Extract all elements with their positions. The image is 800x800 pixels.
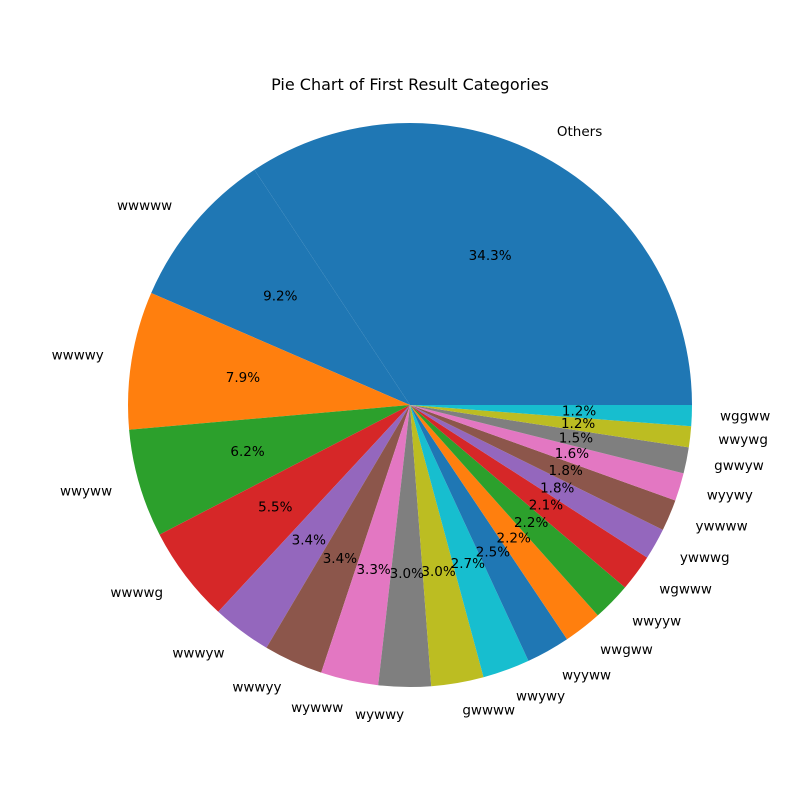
slice-label-wwwww: wwwww (117, 198, 172, 214)
slice-label-wwwyy: wwwyy (232, 679, 281, 695)
pie-slice-wwwwy (127, 293, 410, 430)
percent-label-wwwww: 9.2% (263, 288, 297, 304)
percent-label-ywwwg: 1.8% (540, 480, 574, 496)
pie-slice-wggww (410, 405, 692, 427)
pie-slice-wwwyy (266, 405, 410, 673)
pie-slice-gwwyw (410, 405, 689, 474)
percent-label-wywww: 3.3% (356, 562, 390, 578)
pie-slice-wywww (321, 405, 410, 686)
slice-label-ywwwg: ywwwg (680, 550, 730, 566)
slice-label-wyywy: wyywy (707, 487, 753, 503)
percent-label-wwwyy: 3.4% (323, 551, 357, 567)
slice-label-wywww: wywww (291, 700, 343, 716)
slice-label-Others: Others (557, 124, 602, 140)
chart-title: Pie Chart of First Result Categories (271, 75, 549, 94)
slice-label-wggww: wggww (720, 409, 770, 425)
percent-label-wwwwg: 5.5% (258, 499, 292, 515)
slice-label-wgwww: wgwww (659, 582, 712, 598)
slice-label-wwywy: wwywy (516, 689, 565, 705)
percent-label-wwwyw: 3.4% (292, 533, 326, 549)
slice-label-wywwy: wywwy (355, 707, 404, 723)
pie-slice-wwyww (129, 405, 410, 535)
percent-label-gwwww: 3.0% (421, 564, 455, 580)
pie-slice-wwgww (410, 405, 598, 640)
slice-label-wwyww: wwyww (60, 484, 112, 500)
pie-slice-gwwww (410, 405, 484, 687)
percent-label-wwgww: 2.2% (497, 531, 531, 547)
slice-label-wwwwg: wwwwg (110, 585, 163, 601)
percent-label-ywwww: 1.8% (549, 463, 583, 479)
pie-slice-ywwww (410, 405, 676, 530)
pie-slice-wwwwg (159, 405, 410, 612)
pie-slice-wwwww (151, 169, 411, 405)
percent-label-wwywg: 1.2% (561, 416, 595, 432)
pie-slice-wwwyw (218, 405, 410, 648)
slice-label-wwwyw: wwwyw (172, 646, 224, 662)
slice-label-wwwwy: wwwwy (52, 348, 104, 364)
pie-slice-wwywg (410, 405, 692, 448)
pie-slices (127, 123, 693, 687)
percent-label-wwwwy: 7.9% (226, 370, 260, 386)
percent-label-wwyyw: 2.2% (514, 515, 548, 531)
slice-label-wwywg: wwywg (718, 432, 768, 448)
pie-slice-wyywy (410, 405, 684, 501)
percent-label-wywwy: 3.0% (390, 566, 424, 582)
percent-labels: 34.3%9.2%7.9%6.2%5.5%3.4%3.4%3.3%3.0%3.0… (226, 248, 597, 582)
slice-label-wwgww: wwgww (600, 642, 653, 658)
pie-slice-ywwwg (410, 405, 663, 558)
pie-slice-wgwww (410, 405, 648, 588)
slice-labels: Others wwwww wwwwy wwyww wwwwg wwwyw wwwyy wyww… (52, 124, 771, 723)
pie-slice-wywwy (378, 405, 432, 687)
percent-label-wggww: 1.2% (562, 403, 596, 419)
percent-label-wwyww: 6.2% (230, 444, 264, 460)
slice-label-wwyyw: wwyyw (632, 614, 681, 630)
percent-label-wyywy: 1.6% (555, 446, 589, 462)
percent-label-Others: 34.3% (469, 248, 512, 264)
pie-slice-wwyyw (410, 405, 626, 616)
percent-label-wwywy: 2.7% (451, 556, 485, 572)
percent-label-gwwyw: 1.5% (559, 430, 593, 446)
pie-slice-wwywy (410, 405, 529, 678)
slice-label-gwwww: gwwww (462, 703, 515, 719)
slice-label-wyyww: wyyww (562, 667, 611, 683)
slice-label-gwwyw: gwwyw (714, 458, 764, 474)
slice-label-ywwww: ywwww (695, 518, 747, 534)
percent-label-wyyww: 2.5% (476, 544, 510, 560)
percent-label-wgwww: 2.1% (529, 498, 563, 514)
pie-slice-wyyww (410, 405, 568, 661)
pie-slice-Others (254, 123, 693, 405)
